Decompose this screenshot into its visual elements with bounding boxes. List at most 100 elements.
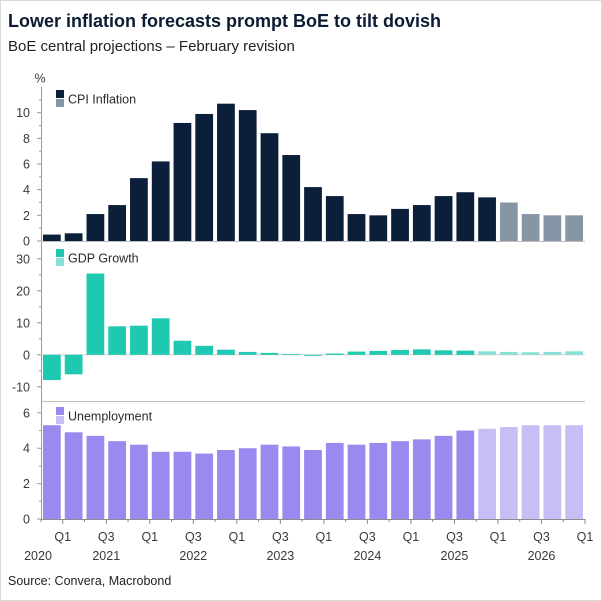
gdp-growth-bar	[86, 273, 105, 355]
cpi-inflation-y-axis: 0 2 4 6 8 10	[16, 99, 41, 249]
y-tick-label: 0	[23, 513, 30, 527]
unemployment-bar	[369, 442, 388, 519]
y-tick-label: 10	[16, 316, 30, 330]
x-quarter-label: Q1	[228, 530, 245, 544]
unemployment-bar	[434, 435, 453, 519]
gdp-growth-bar	[434, 350, 453, 355]
cpi-inflation-bar	[195, 113, 214, 241]
unemployment-bar	[456, 430, 475, 519]
gdp-growth-bar-projection	[478, 351, 496, 355]
cpi-inflation-bar	[478, 197, 496, 241]
legend-swatch-projection	[56, 99, 64, 107]
cpi-inflation-bar	[151, 161, 170, 241]
source-note: Source: Convera, Macrobond	[8, 574, 172, 588]
gdp-growth-legend: GDP Growth	[56, 249, 139, 266]
cpi-inflation-bars	[43, 103, 583, 242]
x-quarter-label: Q3	[272, 530, 289, 544]
gdp-growth-bar-projection	[499, 351, 518, 355]
x-quarter-label: Q1	[490, 530, 507, 544]
gdp-growth-bar	[108, 326, 127, 355]
cpi-inflation-bar	[456, 192, 475, 241]
unemployment-bar	[86, 435, 105, 519]
unemployment-bar	[282, 446, 301, 519]
unemployment-bar-projection	[521, 425, 540, 519]
y-tick-label: -10	[12, 380, 30, 394]
x-quarter-label: Q1	[316, 530, 333, 544]
unemployment-y-axis: 0 2 4 6	[23, 406, 41, 527]
legend-label: CPI Inflation	[68, 93, 136, 107]
gdp-growth-bar-projection	[565, 351, 583, 355]
x-quarter-label: Q3	[446, 530, 463, 544]
y-tick-label: 30	[16, 252, 30, 266]
cpi-inflation-bar-projection	[565, 215, 583, 241]
cpi-inflation-bar	[130, 178, 148, 241]
gdp-growth-bar	[238, 351, 257, 355]
gdp-growth-bar	[391, 350, 409, 355]
gdp-growth-bar	[325, 353, 344, 355]
unemployment-bar	[304, 450, 322, 519]
gdp-growth-bar	[195, 345, 214, 355]
chart-subtitle: BoE central projections – February revis…	[8, 38, 295, 55]
gdp-growth-bar	[64, 354, 83, 375]
gdp-growth-bar	[347, 351, 366, 355]
x-year-label: 2025	[441, 549, 469, 563]
unemployment-bar	[173, 451, 192, 519]
x-year-label: 2023	[266, 549, 294, 563]
unemployment-bars	[43, 425, 583, 519]
gdp-growth-bar	[151, 318, 170, 355]
gdp-growth-bar	[217, 349, 235, 355]
unemployment-bar	[195, 453, 214, 519]
cpi-inflation-bar	[412, 205, 431, 241]
gdp-growth-bar	[130, 325, 148, 355]
cpi-inflation-bar	[173, 122, 192, 241]
unemployment-bar	[217, 450, 235, 519]
unemployment-bar-projection	[499, 427, 518, 519]
cpi-inflation-bar	[43, 234, 61, 241]
unemployment-bar	[238, 448, 257, 519]
x-quarter-label: Q1	[577, 530, 594, 544]
x-quarter-label: Q1	[54, 530, 71, 544]
unemployment-bar	[325, 442, 344, 519]
x-quarter-label: Q1	[403, 530, 420, 544]
cpi-inflation-bar	[369, 215, 388, 241]
cpi-inflation-bar	[325, 196, 344, 241]
unemployment-bar	[64, 432, 83, 519]
gdp-growth-bar	[282, 354, 301, 355]
panel-cpi-inflation: 0 2 4 6 8 10% CPI Inflation	[16, 72, 585, 249]
cpi-inflation-legend: CPI Inflation	[56, 90, 136, 107]
legend-label: Unemployment	[68, 410, 153, 424]
y-tick-label: 4	[23, 183, 30, 197]
y-unit-label: %	[34, 72, 45, 86]
gdp-growth-bar	[369, 350, 388, 355]
legend-swatch-actual	[56, 407, 64, 415]
gdp-growth-bar	[412, 349, 431, 355]
unemployment-bar	[108, 441, 127, 519]
y-tick-label: 0	[23, 235, 30, 249]
cpi-inflation-bar	[238, 110, 257, 241]
gdp-growth-bar	[260, 352, 279, 355]
gdp-growth-bar-projection	[521, 352, 540, 355]
gdp-growth-bar	[304, 354, 322, 356]
y-tick-label: 4	[23, 442, 30, 456]
unemployment-bar-projection	[478, 428, 496, 519]
cpi-inflation-bar-projection	[543, 215, 562, 241]
unemployment-bar	[391, 441, 409, 519]
gdp-growth-bar-projection	[543, 351, 562, 355]
x-year-label: 2026	[528, 549, 556, 563]
x-quarter-label: Q3	[359, 530, 376, 544]
unemployment-bar	[260, 444, 279, 519]
gdp-growth-y-axis: -10 0 10 20 30	[12, 252, 41, 394]
y-tick-label: 6	[23, 406, 30, 420]
legend-swatch-actual	[56, 90, 64, 98]
unemployment-bar	[130, 444, 148, 519]
legend-swatch-projection	[56, 258, 64, 266]
y-tick-label: 10	[16, 106, 30, 120]
gdp-growth-bar	[43, 354, 61, 381]
y-tick-label: 6	[23, 158, 30, 172]
cpi-inflation-bar	[217, 103, 235, 242]
chart-title: Lower inflation forecasts prompt BoE to …	[8, 11, 442, 31]
x-year-label: 2022	[179, 549, 207, 563]
unemployment-bar	[347, 444, 366, 519]
cpi-inflation-bar-projection	[499, 202, 518, 241]
